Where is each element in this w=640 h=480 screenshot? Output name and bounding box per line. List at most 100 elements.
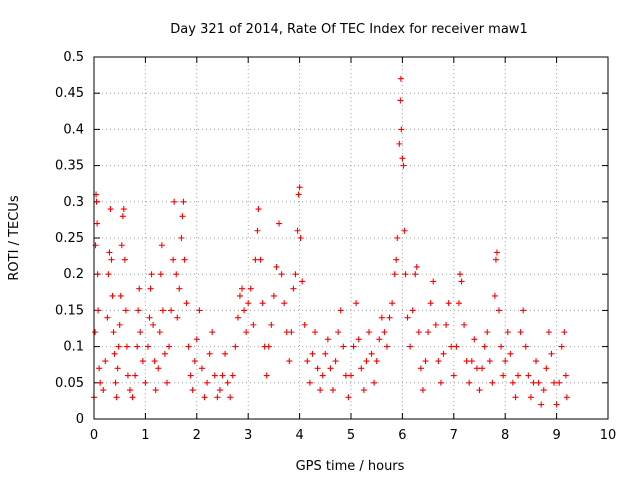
y-tick-label: 0.15	[55, 303, 84, 318]
data-point	[363, 358, 370, 365]
data-point	[399, 155, 406, 162]
data-point	[353, 300, 360, 307]
data-point	[159, 307, 166, 314]
data-point	[263, 372, 270, 379]
chart-title: Day 321 of 2014, Rate Of TEC Index for r…	[170, 22, 527, 37]
data-point	[108, 256, 115, 263]
data-point	[144, 343, 151, 350]
data-point	[166, 343, 173, 350]
data-point	[170, 256, 177, 263]
data-point	[132, 372, 139, 379]
data-point	[209, 329, 216, 336]
data-point	[337, 307, 344, 314]
x-tick-label: 8	[501, 428, 509, 443]
data-point	[115, 343, 122, 350]
data-point	[389, 300, 396, 307]
data-point	[553, 401, 560, 408]
data-point	[500, 372, 507, 379]
data-point	[214, 394, 221, 401]
data-point	[461, 321, 468, 328]
data-point	[117, 292, 124, 299]
data-point	[142, 379, 149, 386]
data-point	[306, 379, 313, 386]
data-point	[94, 271, 101, 278]
data-point	[179, 213, 186, 220]
data-point	[156, 329, 163, 336]
data-point	[358, 365, 365, 372]
data-point	[276, 220, 283, 227]
data-point	[155, 365, 162, 372]
data-point	[97, 379, 104, 386]
data-point	[484, 329, 491, 336]
data-point	[481, 343, 488, 350]
data-point	[134, 343, 141, 350]
data-point	[299, 278, 306, 285]
data-point	[168, 307, 175, 314]
data-point	[180, 198, 187, 205]
data-point	[376, 336, 383, 343]
data-point	[301, 321, 308, 328]
data-point	[232, 343, 239, 350]
data-point	[222, 350, 229, 357]
data-point	[288, 329, 295, 336]
data-point	[540, 387, 547, 394]
data-point	[427, 300, 434, 307]
data-point	[348, 372, 354, 379]
data-point	[491, 292, 498, 299]
y-tick-label: 0.5	[63, 50, 84, 65]
data-point	[292, 271, 299, 278]
data-point	[463, 358, 470, 365]
data-point	[229, 372, 236, 379]
data-point	[393, 256, 400, 263]
data-point	[401, 227, 408, 234]
x-tick-label: 0	[90, 428, 98, 443]
data-point	[479, 365, 486, 372]
data-point	[183, 300, 190, 307]
data-point	[252, 256, 259, 263]
data-point	[342, 372, 349, 379]
data-point	[365, 329, 372, 336]
data-point	[527, 394, 534, 401]
data-point	[157, 271, 164, 278]
data-point	[466, 379, 473, 386]
data-point	[538, 401, 545, 408]
data-point	[440, 350, 447, 357]
x-tick-label: 3	[244, 428, 252, 443]
data-point	[350, 343, 357, 350]
data-point	[445, 300, 452, 307]
data-point	[394, 235, 401, 241]
data-point	[551, 379, 558, 386]
data-point	[330, 387, 337, 394]
data-point	[448, 343, 455, 350]
data-point	[118, 242, 125, 249]
data-point	[120, 206, 127, 213]
y-tick-label: 0.35	[55, 159, 84, 174]
data-point	[373, 358, 380, 365]
data-point	[278, 271, 285, 278]
data-point	[163, 379, 170, 386]
data-point	[525, 372, 532, 379]
y-axis-label: ROTI / TECUs	[7, 195, 22, 280]
data-point	[139, 358, 146, 365]
data-point	[324, 336, 331, 343]
x-tick-label: 4	[295, 428, 303, 443]
data-point	[400, 162, 407, 169]
x-tick-label: 10	[600, 428, 617, 443]
data-point	[413, 263, 420, 270]
data-point	[486, 358, 493, 365]
data-point	[296, 184, 303, 191]
data-point	[150, 321, 157, 328]
data-point	[498, 343, 505, 350]
data-point	[255, 206, 262, 213]
data-point	[386, 314, 393, 321]
data-point	[270, 292, 277, 299]
data-point	[196, 307, 203, 314]
data-point	[562, 372, 569, 379]
data-point	[247, 285, 254, 292]
data-point	[504, 329, 511, 336]
data-point	[548, 350, 555, 357]
data-point	[114, 365, 121, 372]
data-point	[234, 314, 241, 321]
data-point	[322, 350, 329, 357]
